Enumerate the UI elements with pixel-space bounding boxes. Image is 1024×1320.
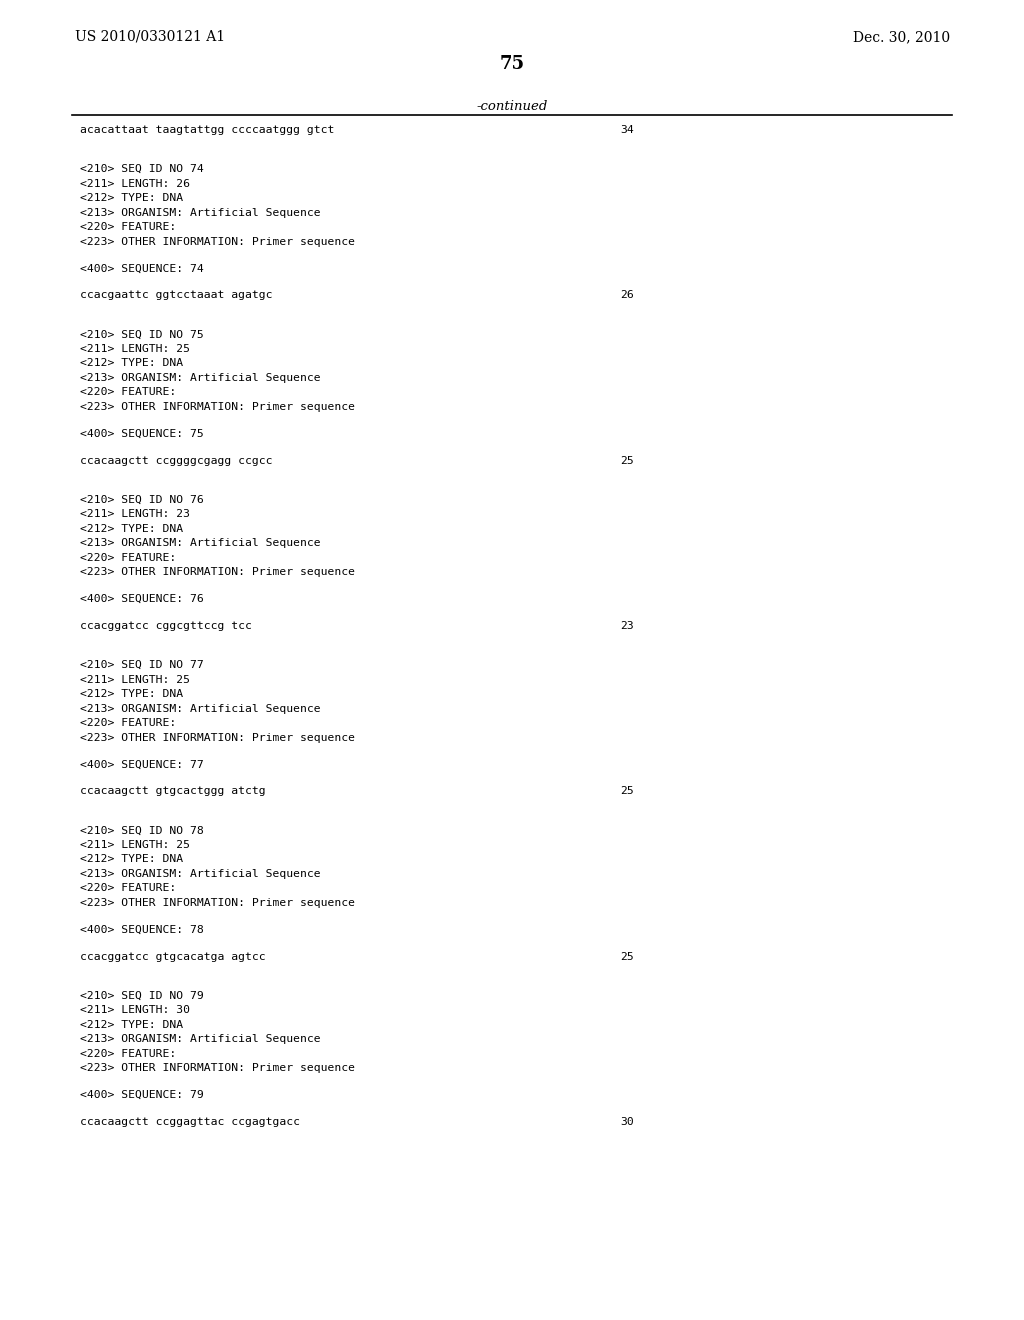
Text: ccacgaattc ggtcctaaat agatgc: ccacgaattc ggtcctaaat agatgc xyxy=(80,290,272,301)
Text: <223> OTHER INFORMATION: Primer sequence: <223> OTHER INFORMATION: Primer sequence xyxy=(80,898,355,908)
Text: <212> TYPE: DNA: <212> TYPE: DNA xyxy=(80,1019,183,1030)
Text: <210> SEQ ID NO 76: <210> SEQ ID NO 76 xyxy=(80,495,204,504)
Text: <220> FEATURE:: <220> FEATURE: xyxy=(80,553,176,562)
Text: <223> OTHER INFORMATION: Primer sequence: <223> OTHER INFORMATION: Primer sequence xyxy=(80,568,355,577)
Text: <212> TYPE: DNA: <212> TYPE: DNA xyxy=(80,689,183,700)
Text: 25: 25 xyxy=(620,952,634,961)
Text: <210> SEQ ID NO 78: <210> SEQ ID NO 78 xyxy=(80,825,204,836)
Text: 25: 25 xyxy=(620,787,634,796)
Text: <213> ORGANISM: Artificial Sequence: <213> ORGANISM: Artificial Sequence xyxy=(80,207,321,218)
Text: Dec. 30, 2010: Dec. 30, 2010 xyxy=(853,30,950,44)
Text: <400> SEQUENCE: 76: <400> SEQUENCE: 76 xyxy=(80,594,204,605)
Text: <212> TYPE: DNA: <212> TYPE: DNA xyxy=(80,359,183,368)
Text: <220> FEATURE:: <220> FEATURE: xyxy=(80,222,176,232)
Text: <223> OTHER INFORMATION: Primer sequence: <223> OTHER INFORMATION: Primer sequence xyxy=(80,1063,355,1073)
Text: <213> ORGANISM: Artificial Sequence: <213> ORGANISM: Artificial Sequence xyxy=(80,374,321,383)
Text: <400> SEQUENCE: 78: <400> SEQUENCE: 78 xyxy=(80,925,204,935)
Text: <211> LENGTH: 26: <211> LENGTH: 26 xyxy=(80,178,190,189)
Text: 75: 75 xyxy=(500,55,524,73)
Text: <210> SEQ ID NO 79: <210> SEQ ID NO 79 xyxy=(80,990,204,1001)
Text: <211> LENGTH: 23: <211> LENGTH: 23 xyxy=(80,510,190,519)
Text: <210> SEQ ID NO 74: <210> SEQ ID NO 74 xyxy=(80,164,204,174)
Text: <220> FEATURE:: <220> FEATURE: xyxy=(80,1048,176,1059)
Text: 25: 25 xyxy=(620,455,634,466)
Text: 23: 23 xyxy=(620,620,634,631)
Text: -continued: -continued xyxy=(476,100,548,114)
Text: <213> ORGANISM: Artificial Sequence: <213> ORGANISM: Artificial Sequence xyxy=(80,1034,321,1044)
Text: <213> ORGANISM: Artificial Sequence: <213> ORGANISM: Artificial Sequence xyxy=(80,704,321,714)
Text: ccacggatcc cggcgttccg tcc: ccacggatcc cggcgttccg tcc xyxy=(80,620,252,631)
Text: <400> SEQUENCE: 75: <400> SEQUENCE: 75 xyxy=(80,429,204,438)
Text: <212> TYPE: DNA: <212> TYPE: DNA xyxy=(80,524,183,533)
Text: <220> FEATURE:: <220> FEATURE: xyxy=(80,388,176,397)
Text: <220> FEATURE:: <220> FEATURE: xyxy=(80,718,176,729)
Text: <210> SEQ ID NO 77: <210> SEQ ID NO 77 xyxy=(80,660,204,671)
Text: <212> TYPE: DNA: <212> TYPE: DNA xyxy=(80,193,183,203)
Text: <223> OTHER INFORMATION: Primer sequence: <223> OTHER INFORMATION: Primer sequence xyxy=(80,403,355,412)
Text: <223> OTHER INFORMATION: Primer sequence: <223> OTHER INFORMATION: Primer sequence xyxy=(80,733,355,743)
Text: <211> LENGTH: 25: <211> LENGTH: 25 xyxy=(80,345,190,354)
Text: <211> LENGTH: 25: <211> LENGTH: 25 xyxy=(80,840,190,850)
Text: <213> ORGANISM: Artificial Sequence: <213> ORGANISM: Artificial Sequence xyxy=(80,869,321,879)
Text: <220> FEATURE:: <220> FEATURE: xyxy=(80,883,176,894)
Text: 34: 34 xyxy=(620,125,634,135)
Text: <223> OTHER INFORMATION: Primer sequence: <223> OTHER INFORMATION: Primer sequence xyxy=(80,236,355,247)
Text: <400> SEQUENCE: 77: <400> SEQUENCE: 77 xyxy=(80,759,204,770)
Text: <211> LENGTH: 25: <211> LENGTH: 25 xyxy=(80,675,190,685)
Text: <400> SEQUENCE: 79: <400> SEQUENCE: 79 xyxy=(80,1090,204,1100)
Text: <400> SEQUENCE: 74: <400> SEQUENCE: 74 xyxy=(80,264,204,273)
Text: ccacggatcc gtgcacatga agtcc: ccacggatcc gtgcacatga agtcc xyxy=(80,952,265,961)
Text: <213> ORGANISM: Artificial Sequence: <213> ORGANISM: Artificial Sequence xyxy=(80,539,321,548)
Text: ccacaagctt ccggagttac ccgagtgacc: ccacaagctt ccggagttac ccgagtgacc xyxy=(80,1117,300,1127)
Text: ccacaagctt gtgcactggg atctg: ccacaagctt gtgcactggg atctg xyxy=(80,787,265,796)
Text: <211> LENGTH: 30: <211> LENGTH: 30 xyxy=(80,1005,190,1015)
Text: US 2010/0330121 A1: US 2010/0330121 A1 xyxy=(75,30,225,44)
Text: <212> TYPE: DNA: <212> TYPE: DNA xyxy=(80,854,183,865)
Text: ccacaagctt ccggggcgagg ccgcc: ccacaagctt ccggggcgagg ccgcc xyxy=(80,455,272,466)
Text: <210> SEQ ID NO 75: <210> SEQ ID NO 75 xyxy=(80,330,204,339)
Text: 26: 26 xyxy=(620,290,634,301)
Text: acacattaat taagtattgg ccccaatggg gtct: acacattaat taagtattgg ccccaatggg gtct xyxy=(80,125,335,135)
Text: 30: 30 xyxy=(620,1117,634,1127)
